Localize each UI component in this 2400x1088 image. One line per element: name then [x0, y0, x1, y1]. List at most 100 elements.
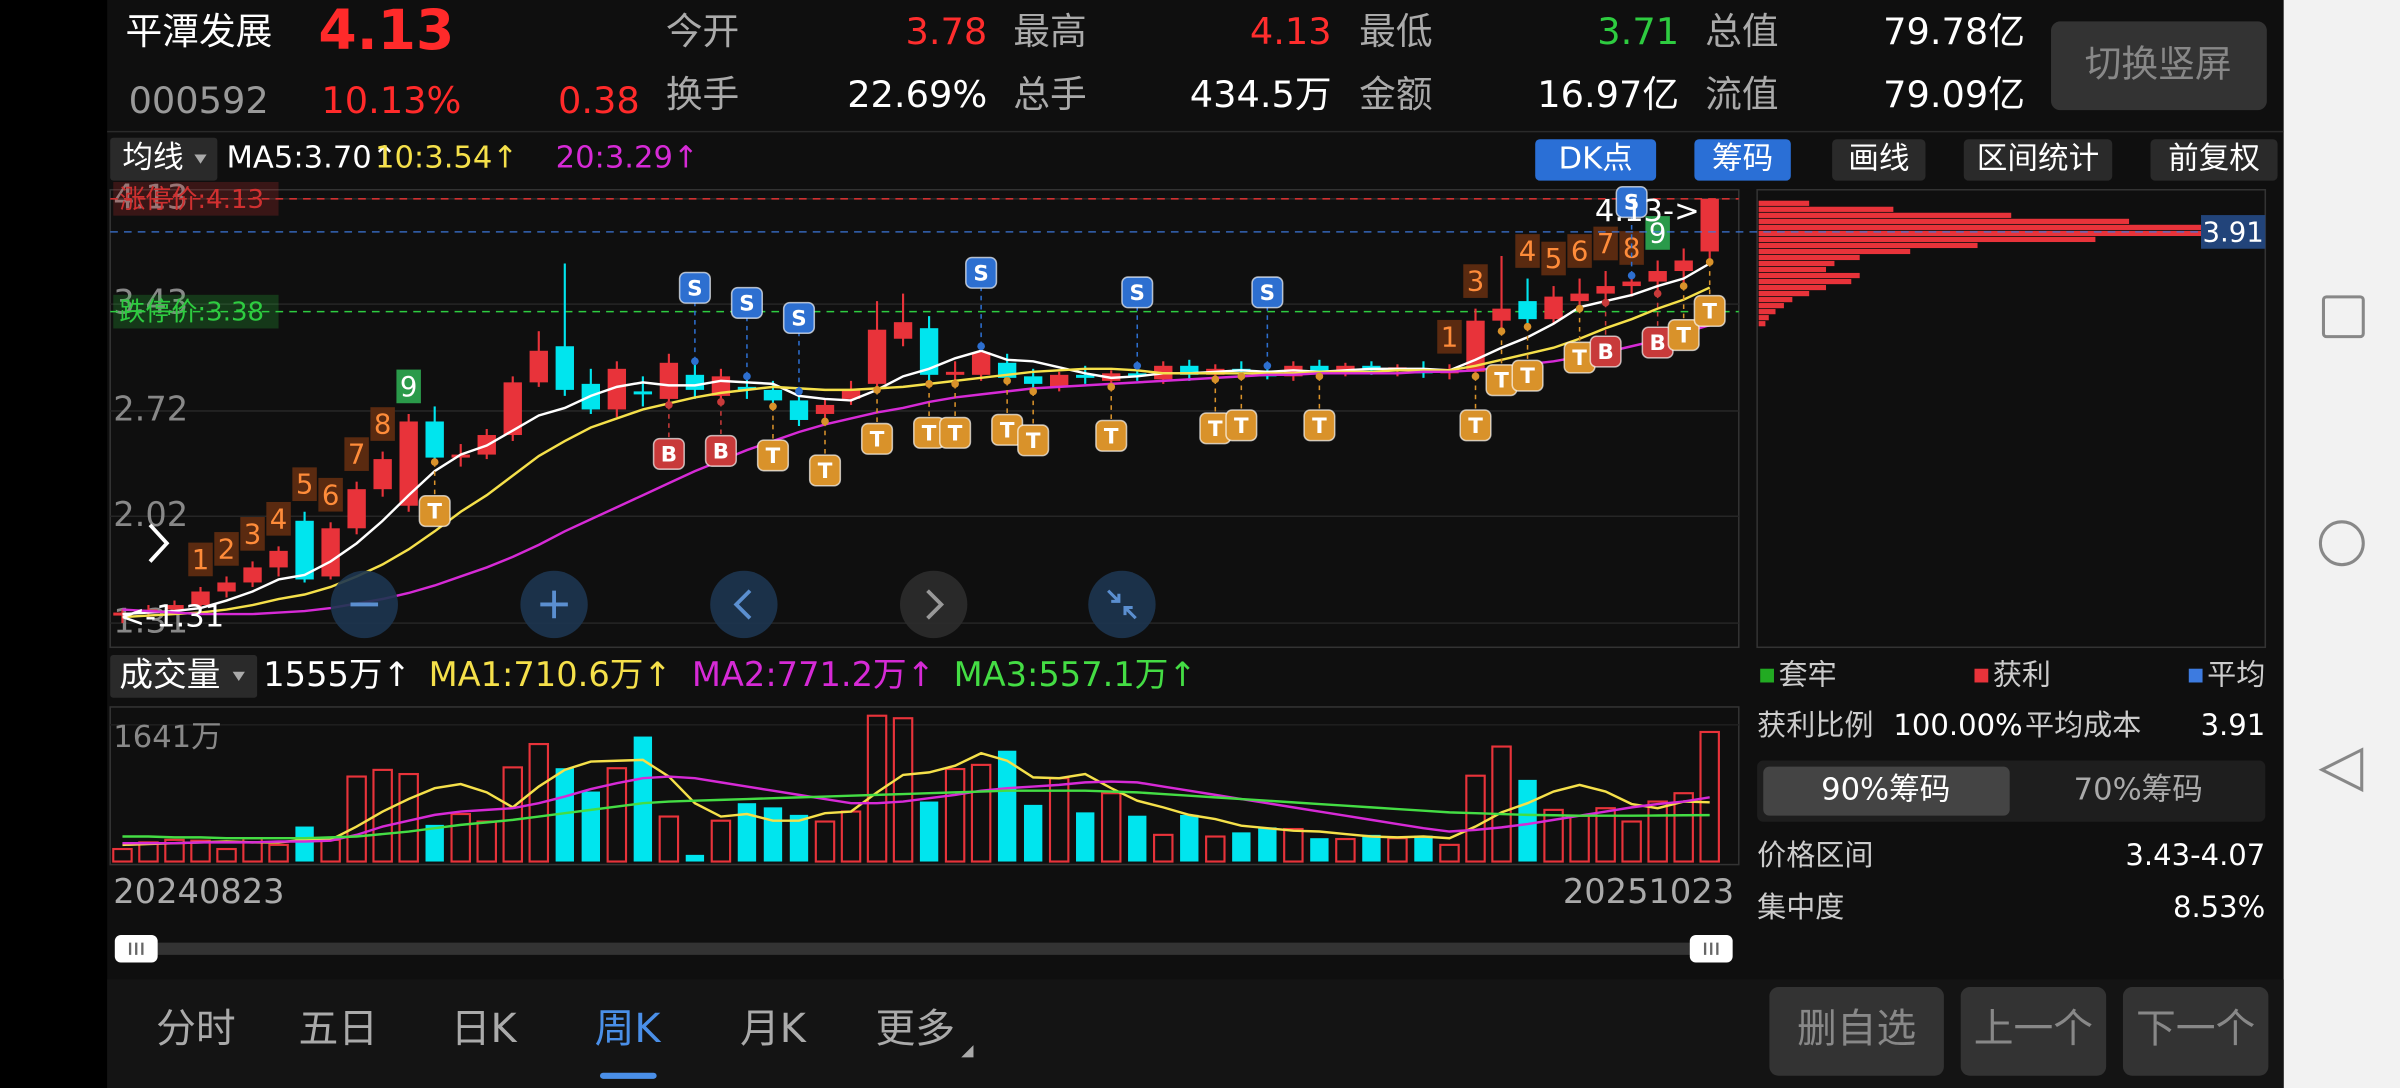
- chip-bar: [1758, 266, 1827, 273]
- switch-label[interactable]: 切换竖屏: [2085, 42, 2232, 85]
- volume-bar: [164, 838, 185, 863]
- stock-name: 平潭发展: [126, 10, 273, 53]
- candle-body: [1128, 373, 1147, 377]
- footer-button[interactable]: [1769, 987, 1944, 1076]
- signal-label: S: [791, 306, 806, 331]
- candle-body: [737, 386, 757, 390]
- volume-bar: [1283, 827, 1304, 863]
- candle-body: [243, 567, 262, 583]
- volume-bar: [1673, 792, 1694, 863]
- stat-label: 流值: [1705, 73, 1778, 116]
- footer-button[interactable]: [1960, 987, 2107, 1076]
- candle-body: [685, 374, 705, 390]
- expand-arrow[interactable]: [148, 523, 170, 563]
- chip-bar: [1758, 254, 1860, 261]
- switch-button[interactable]: [2051, 21, 2267, 111]
- signal-label: B: [661, 442, 677, 467]
- volume-bar: [997, 750, 1017, 862]
- candle-body: [659, 362, 679, 399]
- td-count: 5: [296, 469, 314, 501]
- nav-back[interactable]: [2318, 747, 2364, 793]
- candle-body: [1700, 198, 1719, 252]
- footer-button-label[interactable]: 上一个: [1974, 1006, 2093, 1052]
- volume-bar: [866, 714, 888, 863]
- stat-label: 总手: [1013, 73, 1086, 116]
- period-tab[interactable]: 五日: [298, 1006, 378, 1052]
- footer-button-label[interactable]: 下一个: [2136, 1006, 2255, 1052]
- volume-title[interactable]: 成交量: [119, 655, 220, 694]
- ma-menu-label[interactable]: 均线: [122, 141, 183, 176]
- period-tab[interactable]: 周K: [595, 1006, 662, 1052]
- y-tick-label: 4.13: [113, 177, 188, 216]
- tool-button-label[interactable]: 区间统计: [1977, 141, 2099, 176]
- signal-box: [418, 495, 451, 528]
- td-count: 4: [1519, 236, 1537, 268]
- volume-legend: MA1:710.6万↑: [429, 655, 672, 694]
- td-count: 8: [374, 409, 392, 441]
- period-tab[interactable]: 分时: [156, 1006, 236, 1052]
- chip-tab-active[interactable]: [1763, 766, 2010, 816]
- ma-line: [122, 286, 1711, 619]
- candle-body: [347, 489, 366, 529]
- signal-dot: [977, 342, 985, 351]
- footer-button-label[interactable]: 删自选: [1797, 1006, 1916, 1052]
- signal-dot: [1705, 258, 1714, 266]
- zoom-control[interactable]: [1088, 570, 1156, 639]
- nav-home[interactable]: [2318, 520, 2365, 567]
- signal-label: T: [818, 459, 833, 484]
- period-tab[interactable]: 月K: [740, 1006, 807, 1052]
- high-label: 4.13->: [1595, 194, 1700, 229]
- signal-dot: [1575, 304, 1584, 313]
- chip-bar: [1758, 284, 1827, 291]
- tool-button[interactable]: [1963, 139, 2113, 181]
- tab-underline: [600, 1072, 657, 1079]
- signal-dot: [1263, 361, 1272, 370]
- tool-button[interactable]: [1694, 139, 1791, 181]
- signal-label: T: [948, 421, 963, 446]
- footer-button[interactable]: [2122, 987, 2269, 1076]
- td-count: 3: [1467, 266, 1485, 298]
- signal-dot: [873, 386, 881, 394]
- signal-label: T: [870, 427, 885, 452]
- legend-swatch: [1760, 668, 1774, 683]
- tool-button[interactable]: [1535, 139, 1657, 181]
- td-count-box: [318, 477, 343, 512]
- stat-value: 3.78: [905, 10, 987, 53]
- change: 0.38: [558, 79, 640, 122]
- volume-bar: [944, 767, 966, 863]
- signal-label: T: [1572, 346, 1587, 371]
- tool-button-label[interactable]: 前复权: [2168, 141, 2260, 176]
- signal-label: S: [1624, 191, 1639, 216]
- volume-bar: [581, 791, 600, 862]
- tool-button-label[interactable]: 筹码: [1712, 141, 1773, 176]
- volume-bar: [892, 717, 914, 863]
- tool-button-label[interactable]: 画线: [1848, 141, 1909, 176]
- price-panel: [109, 188, 1740, 649]
- signal-box: [1459, 409, 1492, 442]
- ma-menu[interactable]: [110, 137, 218, 181]
- zoom-control[interactable]: [710, 570, 778, 639]
- candle-body: [191, 591, 210, 606]
- candle-body: [867, 329, 887, 384]
- volume-bar: [1362, 834, 1381, 862]
- chip-bar: [1758, 315, 1769, 321]
- chip-tab[interactable]: 70%筹码: [2074, 773, 2203, 808]
- chip-bar: [1758, 248, 1911, 255]
- signal-dot: [717, 398, 725, 406]
- td-count: 1: [1441, 321, 1459, 353]
- signal-label: T: [1494, 369, 1509, 394]
- legend-label: 获利: [1993, 657, 2051, 691]
- stat-label: 总值: [1705, 10, 1778, 53]
- period-tab[interactable]: 日K: [451, 1006, 518, 1052]
- y-tick-label: 1641万: [113, 720, 221, 755]
- tool-button-label[interactable]: DK点: [1559, 141, 1633, 176]
- tool-button[interactable]: [2150, 139, 2278, 181]
- period-tab[interactable]: 更多: [876, 1006, 956, 1052]
- tool-button[interactable]: [1832, 139, 1926, 181]
- signal-dot: [1679, 282, 1688, 290]
- nav-recent[interactable]: [2321, 295, 2365, 339]
- chip-tab[interactable]: 90%筹码: [1821, 773, 1950, 808]
- zoom-control[interactable]: [900, 570, 968, 639]
- candle-body: [815, 404, 835, 414]
- volume-menu[interactable]: [110, 654, 258, 698]
